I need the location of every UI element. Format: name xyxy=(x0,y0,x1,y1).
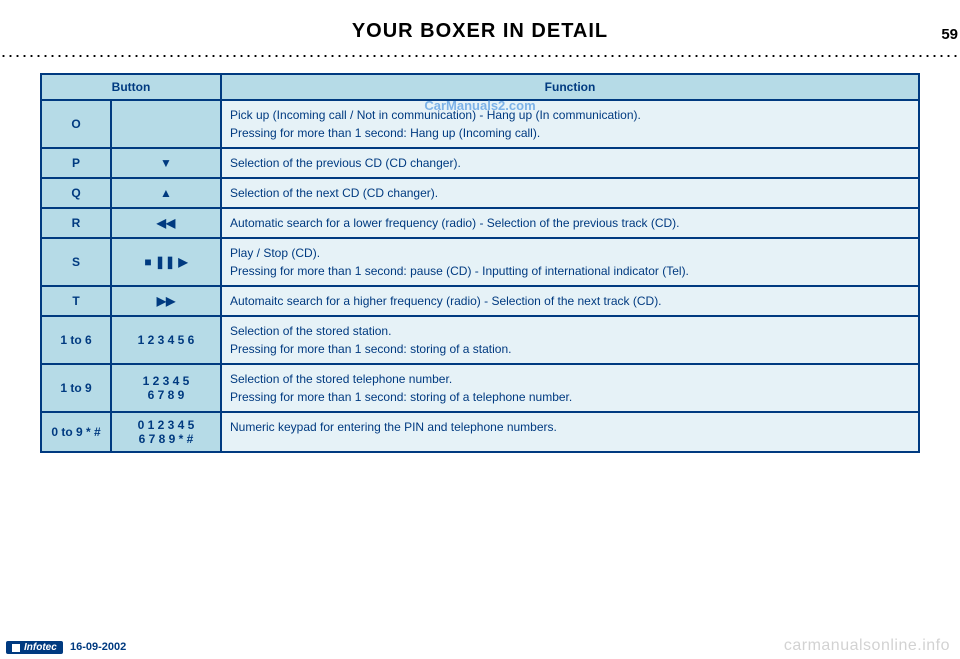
cell-function: Automaitc search for a higher frequency … xyxy=(221,286,919,316)
table-row: 0 to 9 * # 0 1 2 3 4 56 7 8 9 * # Numeri… xyxy=(41,412,919,452)
page-number: 59 xyxy=(941,26,958,43)
cell-key: R xyxy=(41,208,111,238)
footer-date: 16-09-2002 xyxy=(70,641,126,653)
infotec-badge: Infotec xyxy=(6,641,63,654)
cell-function: Selection of the stored telephone number… xyxy=(221,364,919,412)
page-footer: Infotec 16-09-2002 carmanualsonline.info xyxy=(0,637,960,659)
cell-function: Numeric keypad for entering the PIN and … xyxy=(221,412,919,452)
infotec-label: Infotec xyxy=(24,642,57,653)
table-row: 1 to 9 1 2 3 4 56 7 8 9 Selection of the… xyxy=(41,364,919,412)
cell-symbol: ▶▶ xyxy=(111,286,221,316)
cell-key: 0 to 9 * # xyxy=(41,412,111,452)
table-header-row: Button Function xyxy=(41,74,919,100)
table-row: S ■ ❚❚ ▶ Play / Stop (CD).Pressing for m… xyxy=(41,238,919,286)
cell-key: Q xyxy=(41,178,111,208)
triangle-down-icon: ▼ xyxy=(160,156,172,170)
cell-symbol: ▼ xyxy=(111,148,221,178)
cell-symbol: 0 1 2 3 4 56 7 8 9 * # xyxy=(111,412,221,452)
cell-key: 1 to 9 xyxy=(41,364,111,412)
table-row: T ▶▶ Automaitc search for a higher frequ… xyxy=(41,286,919,316)
header-button: Button xyxy=(41,74,221,100)
fast-forward-icon: ▶▶ xyxy=(157,294,175,308)
header-function: Function xyxy=(221,74,919,100)
cell-key: P xyxy=(41,148,111,178)
cell-key: O xyxy=(41,100,111,148)
rewind-icon: ◀◀ xyxy=(157,216,175,230)
cell-function: Selection of the previous CD (CD changer… xyxy=(221,148,919,178)
table-row: R ◀◀ Automatic search for a lower freque… xyxy=(41,208,919,238)
table-row: Q ▲ Selection of the next CD (CD changer… xyxy=(41,178,919,208)
divider-dots xyxy=(0,53,960,59)
watermark-top: CarManuals2.com xyxy=(424,98,535,113)
cell-symbol xyxy=(111,100,221,148)
cell-key: S xyxy=(41,238,111,286)
cell-function: Selection of the next CD (CD changer). xyxy=(221,178,919,208)
table-row: 1 to 6 1 2 3 4 5 6 Selection of the stor… xyxy=(41,316,919,364)
cell-function: Pick up (Incoming call / Not in communic… xyxy=(221,100,919,148)
cell-symbol: ◀◀ xyxy=(111,208,221,238)
cell-function: Play / Stop (CD).Pressing for more than … xyxy=(221,238,919,286)
infotec-square-icon xyxy=(12,644,20,652)
cell-function: Automatic search for a lower frequency (… xyxy=(221,208,919,238)
cell-symbol: 1 2 3 4 56 7 8 9 xyxy=(111,364,221,412)
watermark-bottom: carmanualsonline.info xyxy=(784,637,950,655)
page-title: YOUR BOXER IN DETAIL xyxy=(0,20,960,43)
cell-key: T xyxy=(41,286,111,316)
button-function-table: Button Function O Pick up (Incoming call… xyxy=(40,73,920,453)
cell-key: 1 to 6 xyxy=(41,316,111,364)
triangle-up-icon: ▲ xyxy=(160,186,172,200)
table-row: P ▼ Selection of the previous CD (CD cha… xyxy=(41,148,919,178)
play-stop-pause-icon: ■ ❚❚ ▶ xyxy=(144,255,187,269)
cell-symbol: ■ ❚❚ ▶ xyxy=(111,238,221,286)
cell-function: Selection of the stored station.Pressing… xyxy=(221,316,919,364)
cell-symbol: 1 2 3 4 5 6 xyxy=(111,316,221,364)
cell-symbol: ▲ xyxy=(111,178,221,208)
